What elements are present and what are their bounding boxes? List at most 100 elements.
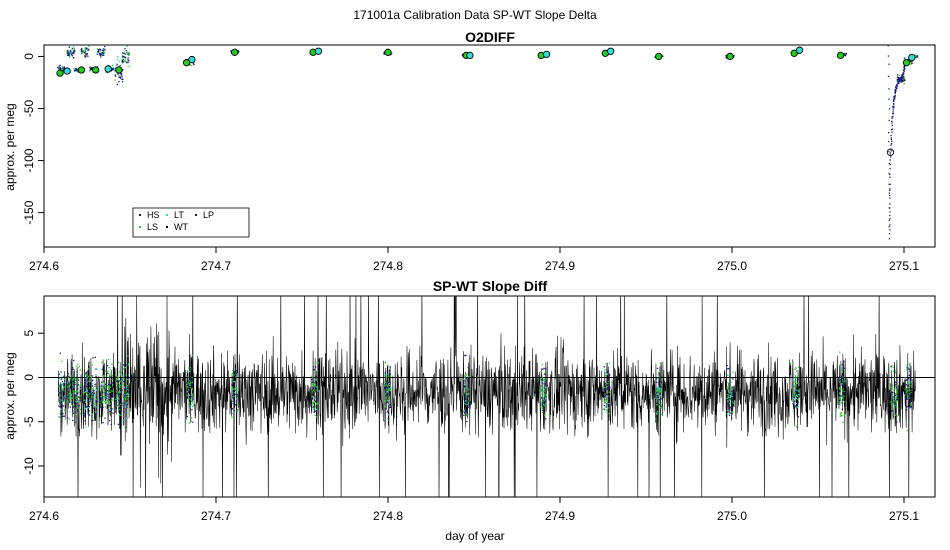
calibration-window-point	[110, 423, 112, 426]
calibration-window-point	[896, 415, 898, 417]
calibration-window-point	[233, 400, 236, 403]
calibration-window-point	[313, 407, 315, 409]
calibration-window-point	[541, 376, 544, 379]
scatter-point	[117, 56, 119, 58]
scatter-point-wt-drop	[887, 75, 890, 78]
calibration-window-point	[107, 358, 110, 361]
calibration-window-point	[384, 397, 387, 399]
calibration-window-point	[313, 411, 315, 413]
calibration-window-point	[890, 386, 892, 388]
scatter-point	[654, 56, 656, 58]
calibration-window-point	[118, 394, 120, 397]
scatter-point-wt-drop	[904, 65, 906, 67]
calibration-window-point	[838, 398, 841, 400]
calibration-window-point	[120, 412, 123, 414]
calibration-window-point	[191, 388, 193, 391]
calibration-window-point	[109, 391, 111, 394]
calibration-window-point	[466, 395, 468, 398]
calibration-window-point	[85, 372, 87, 374]
calibration-window-point	[387, 395, 389, 397]
calibration-window-point	[79, 413, 82, 415]
calibration-window-point	[729, 406, 732, 408]
scatter-point	[122, 78, 124, 80]
calibration-window-point	[111, 382, 114, 384]
calibration-window-point	[96, 389, 98, 391]
scatter-point	[910, 62, 912, 64]
calibration-window-point	[605, 411, 607, 414]
calibration-window-point	[891, 381, 893, 383]
calibration-window-point	[793, 373, 795, 376]
scatter-point	[116, 83, 119, 86]
calibration-window-point	[87, 406, 89, 409]
calibration-window-point	[111, 363, 113, 365]
calibration-window-point	[111, 378, 113, 381]
calibration-window-point	[795, 402, 798, 405]
calibration-window-point	[76, 401, 78, 404]
calibration-window-point	[104, 390, 106, 393]
calibration-window-point	[109, 375, 112, 377]
calibration-window-point	[67, 386, 69, 388]
scatter-point	[112, 67, 114, 70]
scatter-point-wt-drop	[888, 219, 890, 221]
calibration-window-point	[389, 366, 391, 368]
calibration-window-point	[109, 409, 111, 411]
scatter-point-wt-drop	[892, 111, 894, 113]
calibration-window-point	[794, 393, 796, 395]
calibration-window-point	[660, 387, 662, 389]
calibration-window-point	[70, 399, 72, 401]
calibration-window-point	[891, 389, 893, 392]
calibration-window-point	[118, 414, 120, 416]
calibration-window-point	[91, 392, 94, 394]
scatter-point	[82, 50, 85, 52]
calibration-window-point	[127, 393, 130, 395]
calibration-window-point	[106, 375, 108, 377]
calibration-window-point	[463, 388, 465, 390]
calibration-window-point	[76, 388, 79, 390]
calibration-window-point	[540, 401, 542, 404]
calibration-window-point	[126, 395, 129, 398]
scatter-point	[85, 53, 87, 55]
calibration-window-point	[69, 401, 71, 403]
slope-diff-line	[58, 296, 916, 497]
calibration-window-point	[797, 403, 799, 405]
scatter-point	[101, 51, 104, 54]
calibration-window-point	[838, 401, 841, 403]
scatter-point-wt-drop	[888, 226, 890, 228]
calibration-window-point	[731, 377, 733, 379]
calibration-window-point	[93, 402, 95, 404]
calibration-window-point	[118, 395, 120, 397]
calibration-window-point	[793, 394, 796, 396]
calibration-window-point	[86, 373, 88, 375]
scatter-point-wt-drop	[897, 81, 900, 83]
calibration-window-point	[892, 397, 895, 400]
calibration-window-point	[895, 385, 897, 387]
scatter-point	[80, 49, 82, 51]
calibration-window-point	[544, 386, 547, 389]
scatter-point-wt-drop	[900, 78, 902, 80]
scatter-point	[104, 49, 106, 51]
scatter-point-wt-drop	[901, 75, 904, 78]
calibration-window-point	[794, 386, 796, 388]
legend-box	[132, 207, 250, 238]
calibration-window-point	[96, 368, 98, 370]
scatter-point	[98, 48, 101, 50]
calibration-window-point	[71, 379, 74, 381]
calibration-window-point	[660, 381, 662, 383]
scatter-point-wt-drop	[890, 144, 892, 146]
calibration-window-point	[101, 361, 103, 364]
calibration-window-point	[72, 393, 75, 395]
calibration-window-point	[126, 393, 129, 395]
calibration-window-point	[120, 385, 122, 387]
scatter-point-wt-drop	[888, 194, 891, 197]
scatter-point	[914, 54, 916, 57]
calibration-window-point	[385, 384, 388, 386]
calibration-window-point	[795, 381, 797, 384]
calibration-window-point	[659, 401, 661, 403]
scatter-point-wt-drop	[899, 78, 901, 81]
calibration-window-point	[64, 378, 66, 380]
calibration-window-point	[188, 403, 190, 405]
calibration-window-point	[467, 393, 470, 395]
calibration-window-point	[843, 360, 845, 363]
calibration-window-point	[77, 401, 79, 403]
calibration-window-point	[732, 394, 734, 397]
